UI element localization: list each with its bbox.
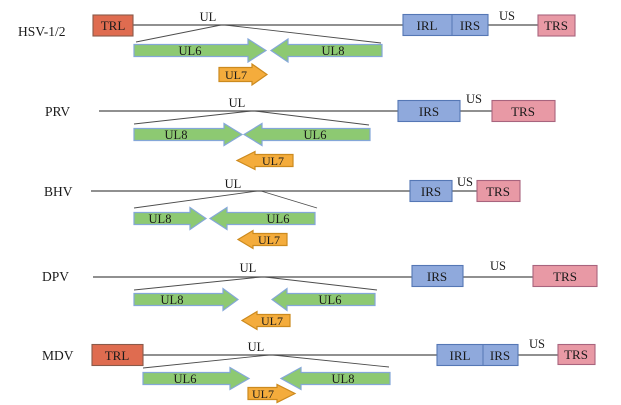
- irl-irs-box: [436, 343, 519, 367]
- trs-box: [491, 99, 556, 123]
- ul-region-label: UL: [200, 10, 217, 24]
- virus-name-label: MDV: [42, 348, 74, 363]
- expansion-line-right: [254, 110, 370, 126]
- gene-arrow-ul8: [133, 206, 208, 231]
- gene-arrow-ul7: [235, 150, 294, 171]
- trs-box: [532, 264, 598, 288]
- trs-label: TRS: [486, 184, 510, 199]
- us-region-label: US: [529, 337, 545, 351]
- gene-arrow-ul6: [133, 37, 268, 64]
- irs-label: IRS: [460, 18, 480, 33]
- gene-arrow-ul7: [247, 383, 297, 404]
- us-region-label: US: [466, 92, 482, 106]
- ul-region-label: UL: [248, 340, 265, 354]
- gene-label-ul6: UL6: [267, 212, 290, 226]
- expansion-line-right: [224, 24, 382, 44]
- gene-arrow-ul8: [133, 287, 240, 312]
- gene-arrow-ul8: [279, 366, 391, 391]
- row-bhv: BHV UL UL8 UL6 UL7 IRS US TRS: [44, 175, 521, 250]
- gene-label-ul6: UL6: [179, 44, 202, 58]
- trs-box: [476, 179, 521, 203]
- irs-label: IRS: [427, 269, 447, 284]
- virus-name-label: HSV-1/2: [18, 24, 66, 39]
- expansion-line-left: [133, 110, 252, 125]
- gene-label-ul8: UL8: [161, 293, 184, 307]
- row-hsv12: HSV-1/2 TRL UL UL6 UL8 UL7 IRL IRS US TR…: [18, 9, 576, 87]
- expansion-line-left: [142, 354, 270, 369]
- us-region-label: US: [490, 259, 506, 273]
- gene-label-ul8: UL8: [332, 372, 355, 386]
- gene-label-ul7: UL7: [258, 233, 280, 247]
- gene-arrow-ul8: [269, 37, 383, 64]
- gene-arrow-ul6: [242, 122, 371, 147]
- row-dpv: DPV UL UL8 UL6 UL7 IRS US TRS: [42, 259, 598, 331]
- expansion-line-right: [260, 190, 318, 209]
- irl-irs-box: [402, 13, 489, 37]
- trs-label: TRS: [511, 104, 535, 119]
- us-region-label: US: [499, 9, 515, 23]
- ul-region-label: UL: [240, 261, 257, 275]
- expansion-line-left: [135, 24, 222, 43]
- trs-box: [557, 343, 596, 366]
- expansion-line-right: [264, 276, 378, 291]
- irs-label: IRS: [419, 104, 439, 119]
- gene-label-ul6: UL6: [304, 128, 327, 142]
- us-region-label: US: [457, 175, 473, 189]
- trl-box: [92, 14, 134, 37]
- virus-name-label: BHV: [44, 184, 73, 199]
- gene-label-ul6: UL6: [174, 372, 197, 386]
- gene-arrow-ul7: [240, 310, 291, 331]
- trs-label: TRS: [564, 347, 588, 362]
- gene-label-ul8: UL8: [165, 128, 188, 142]
- gene-arrow-ul6: [270, 287, 376, 312]
- expansion-line-right: [272, 354, 390, 368]
- irl-label: IRL: [450, 348, 471, 363]
- gene-label-ul7: UL7: [252, 387, 274, 401]
- gene-arrow-ul6: [142, 366, 251, 391]
- ul-region-label: UL: [229, 96, 246, 110]
- gene-label-ul7: UL7: [225, 68, 247, 82]
- gene-arrow-ul6: [208, 206, 316, 231]
- trs-label: TRS: [544, 18, 568, 33]
- irs-label: IRS: [490, 348, 510, 363]
- row-mdv: MDV TRL UL UL6 UL8 UL7 IRL IRS US TRS: [42, 337, 596, 404]
- trl-label: TRL: [105, 348, 130, 363]
- irs-box: [409, 179, 453, 203]
- gene-label-ul7: UL7: [262, 154, 284, 168]
- trl-label: TRL: [101, 18, 126, 33]
- gene-label-ul7: UL7: [261, 314, 283, 328]
- gene-label-ul8: UL8: [322, 44, 345, 58]
- expansion-line-left: [133, 190, 258, 209]
- virus-name-label: DPV: [42, 269, 69, 284]
- gene-label-ul8: UL8: [149, 212, 172, 226]
- irl-label: IRL: [417, 18, 438, 33]
- virus-name-label: PRV: [45, 104, 70, 119]
- expansion-line-left: [133, 276, 262, 291]
- gene-arrow-ul7: [236, 229, 288, 250]
- trl-box: [91, 343, 144, 367]
- ul-region-label: UL: [225, 177, 242, 191]
- gene-label-ul6: UL6: [319, 293, 342, 307]
- irs-box: [411, 264, 464, 288]
- gene-arrow-ul8: [133, 122, 244, 147]
- trs-label: TRS: [553, 269, 577, 284]
- irs-box: [397, 99, 461, 123]
- row-prv: PRV UL UL8 UL6 UL7 IRS US TRS: [45, 92, 556, 171]
- gene-arrow-ul7: [218, 62, 269, 87]
- irs-label: IRS: [421, 184, 441, 199]
- trs-box: [537, 14, 576, 37]
